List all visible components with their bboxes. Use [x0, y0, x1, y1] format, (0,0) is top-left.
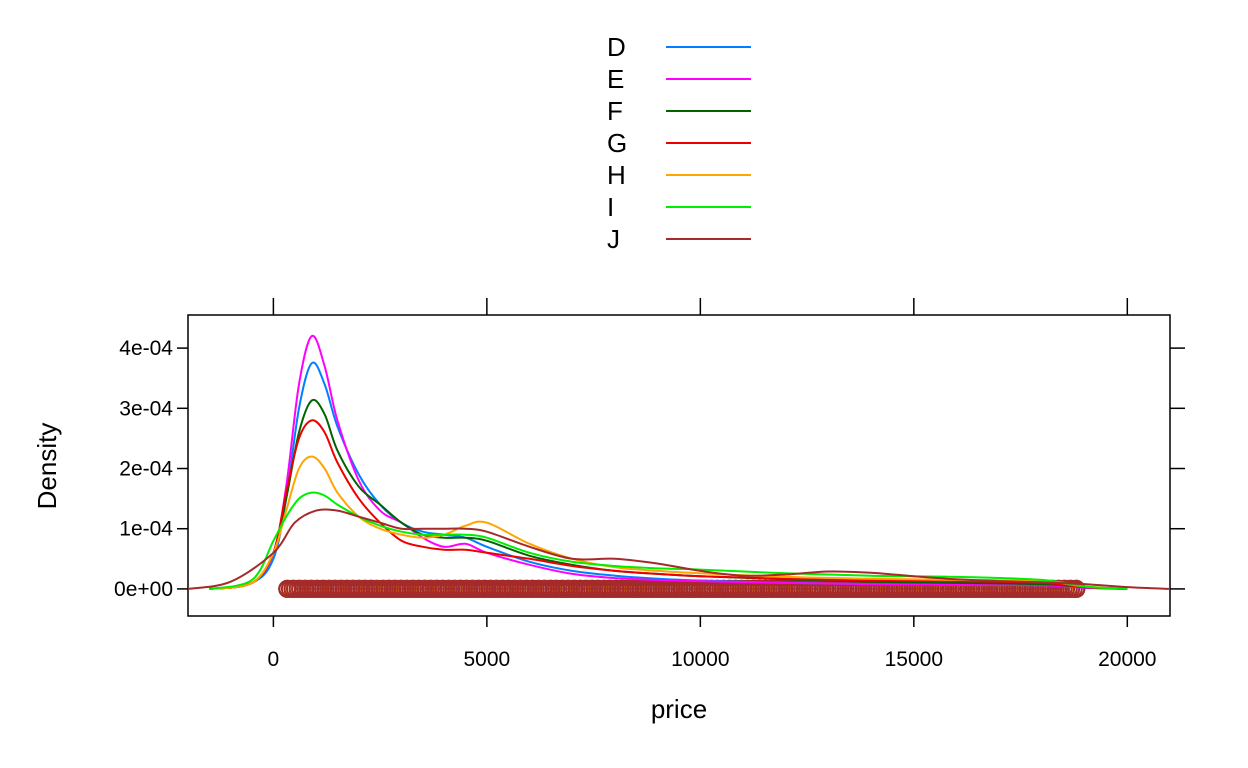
y-axis: 0e+00 1e-04 2e-04 3e-04 4e-04 — [114, 337, 1185, 601]
rug-marker — [1067, 579, 1086, 598]
legend-label-g: G — [607, 128, 627, 158]
plot-area — [187, 314, 1171, 617]
y-tick-label: 0e+00 — [114, 578, 173, 601]
density-line-i — [209, 491, 1128, 590]
y-tick-label: 1e-04 — [119, 518, 173, 541]
legend-label-i: I — [607, 192, 614, 222]
x-tick-label: 20000 — [1098, 648, 1156, 671]
x-tick-label: 5000 — [464, 648, 511, 671]
x-tick-label: 10000 — [671, 648, 729, 671]
legend-label-h: H — [607, 160, 626, 190]
y-tick-label: 2e-04 — [119, 458, 173, 481]
x-axis-title: price — [651, 694, 707, 724]
density-line-g — [209, 419, 1128, 590]
x-tick-label: 15000 — [885, 648, 943, 671]
density-line-d — [209, 361, 1128, 590]
y-axis-title: Density — [32, 423, 62, 510]
x-axis: 0 5000 10000 15000 20000 — [268, 298, 1157, 671]
legend-label-f: F — [607, 96, 623, 126]
density-line-e — [209, 334, 1128, 590]
density-line-f — [209, 398, 1128, 590]
density-line-j — [187, 508, 1171, 590]
plot-frame — [187, 314, 1171, 617]
legend-label-j: J — [607, 224, 620, 254]
y-tick-label: 3e-04 — [119, 397, 173, 420]
density-line-h — [209, 455, 1128, 590]
legend-label-d: D — [607, 32, 626, 62]
y-tick-label: 4e-04 — [119, 337, 173, 360]
x-tick-label: 0 — [268, 648, 280, 671]
series-lines — [187, 334, 1171, 590]
legend-label-e: E — [607, 64, 624, 94]
